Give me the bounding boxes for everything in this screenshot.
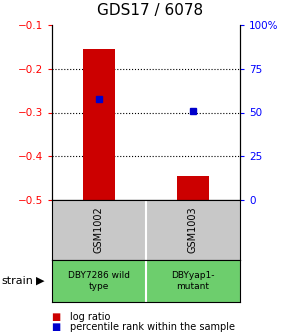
Text: DBY7286 wild
type: DBY7286 wild type [68,271,130,291]
Text: percentile rank within the sample: percentile rank within the sample [70,322,235,332]
Text: strain: strain [2,276,33,286]
Text: log ratio: log ratio [70,312,110,322]
Bar [176,176,209,200]
Bar [82,49,116,200]
Text: GSM1002: GSM1002 [94,207,104,253]
Text: ▶: ▶ [36,276,45,286]
Text: ■: ■ [52,322,64,332]
Text: GDS17 / 6078: GDS17 / 6078 [97,3,203,18]
Text: DBYyap1-
mutant: DBYyap1- mutant [171,271,215,291]
Text: ■: ■ [52,312,64,322]
Text: GSM1003: GSM1003 [188,207,198,253]
